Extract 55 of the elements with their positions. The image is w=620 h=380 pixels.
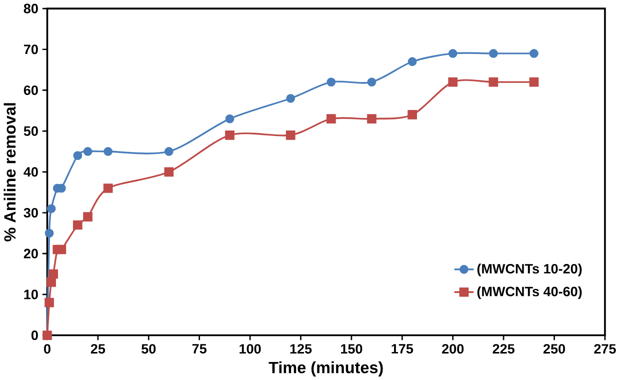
point (72, 220, 82, 230)
point (488, 48, 498, 58)
point (529, 77, 539, 87)
x-tick-label: 75 (192, 344, 206, 354)
point (326, 77, 336, 86)
point (83, 146, 92, 156)
x-axis-title: Time (minutes) (268, 361, 383, 376)
point (488, 77, 498, 87)
point (164, 167, 174, 176)
point (408, 110, 417, 120)
point (448, 77, 458, 87)
point (83, 212, 92, 222)
point (408, 57, 417, 66)
point (104, 146, 113, 156)
y-tick-label: 30 (24, 208, 38, 218)
y-tick-label: 20 (24, 248, 38, 258)
point (56, 244, 66, 254)
point (286, 94, 296, 103)
point (103, 183, 113, 193)
point (44, 298, 54, 308)
legend-label: (MWCNTs 10-20) (477, 264, 582, 276)
y-tick-label: 60 (24, 85, 38, 95)
point (367, 114, 376, 124)
point (73, 150, 82, 160)
x-tick-label: 0 (44, 344, 50, 354)
point (164, 146, 174, 156)
x-tick-label: 225 (492, 344, 514, 354)
x-tick-label: 200 (442, 344, 464, 354)
y-tick-label: 0 (31, 330, 38, 340)
y-tick-label: 40 (24, 167, 38, 177)
x-tick-label: 50 (142, 344, 156, 354)
point (44, 228, 54, 238)
point (367, 77, 376, 86)
x-tick-label: 175 (392, 344, 414, 354)
point (46, 204, 56, 213)
point (46, 277, 56, 287)
x-tick-label: 100 (240, 344, 261, 354)
y-tick-label: 10 (24, 290, 38, 300)
point (326, 114, 336, 124)
point (225, 130, 234, 140)
point (225, 114, 234, 124)
legend-label: (MWCNTs 40-60) (477, 286, 582, 299)
point (530, 48, 538, 58)
y-tick-label: 70 (24, 44, 38, 54)
point (448, 48, 458, 58)
x-tick-label: 150 (341, 344, 362, 354)
y-tick-label: 80 (24, 4, 38, 14)
x-tick-label: 125 (290, 344, 312, 354)
x-tick-label: 25 (90, 344, 106, 354)
y-tick-label: 50 (24, 126, 38, 136)
y-axis-title: % Aniline removal (4, 103, 16, 242)
point (286, 130, 296, 140)
x-tick-label: 275 (594, 344, 616, 354)
point (48, 269, 58, 279)
x-tick-label: 250 (543, 344, 565, 354)
